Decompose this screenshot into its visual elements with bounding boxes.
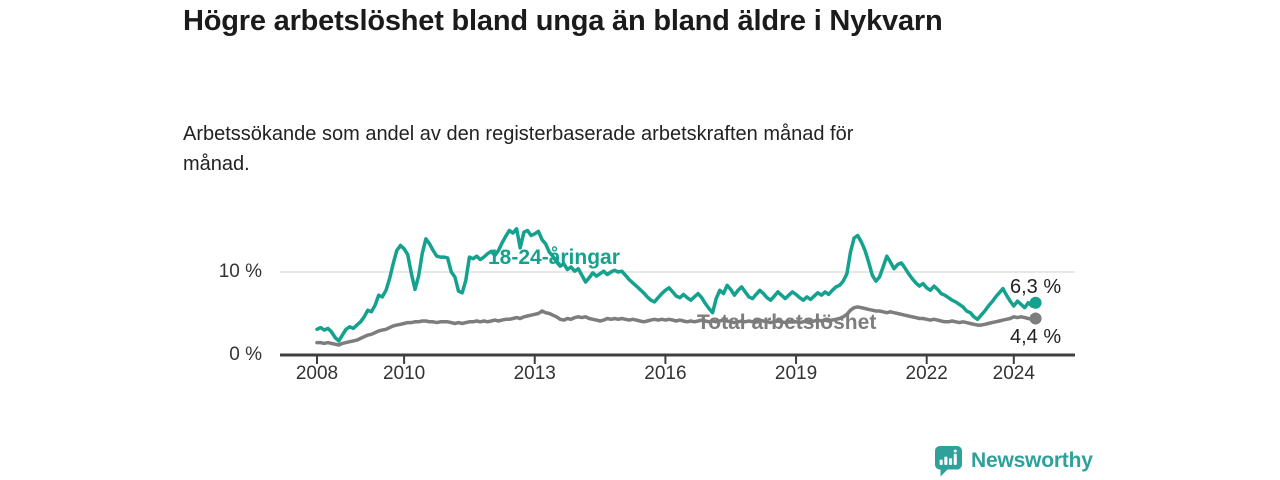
x-tick-label: 2019 — [774, 363, 818, 384]
end-value-label-total: 4,4 % — [1010, 326, 1062, 348]
x-tick-label: 2008 — [295, 363, 339, 384]
y-axis-tick-label-10: 10 % — [218, 261, 262, 282]
newsworthy-wordmark: Newsworthy — [971, 449, 1093, 472]
newsworthy-bar-chart-bubble-icon — [935, 445, 962, 476]
newsworthy-logo: Newsworthy — [934, 444, 1093, 478]
y-axis-tick-label-0: 0 % — [229, 344, 262, 365]
page-title: Högre arbetslöshet bland unga än bland ä… — [183, 5, 943, 37]
x-tick-label: 2013 — [513, 363, 556, 384]
end-value-label-youth: 6,3 % — [1010, 276, 1062, 298]
x-tick-label: 2022 — [905, 363, 948, 384]
x-tick-label: 2016 — [644, 363, 687, 384]
series-label-youth: 18-24-åringar — [488, 246, 620, 269]
x-tick-label: 2024 — [992, 363, 1035, 384]
page-subtitle: Arbetssökande som andel av den registerb… — [183, 123, 854, 175]
series-label-total: Total arbetslöshet — [697, 311, 877, 334]
x-tick-label: 2010 — [382, 363, 426, 384]
